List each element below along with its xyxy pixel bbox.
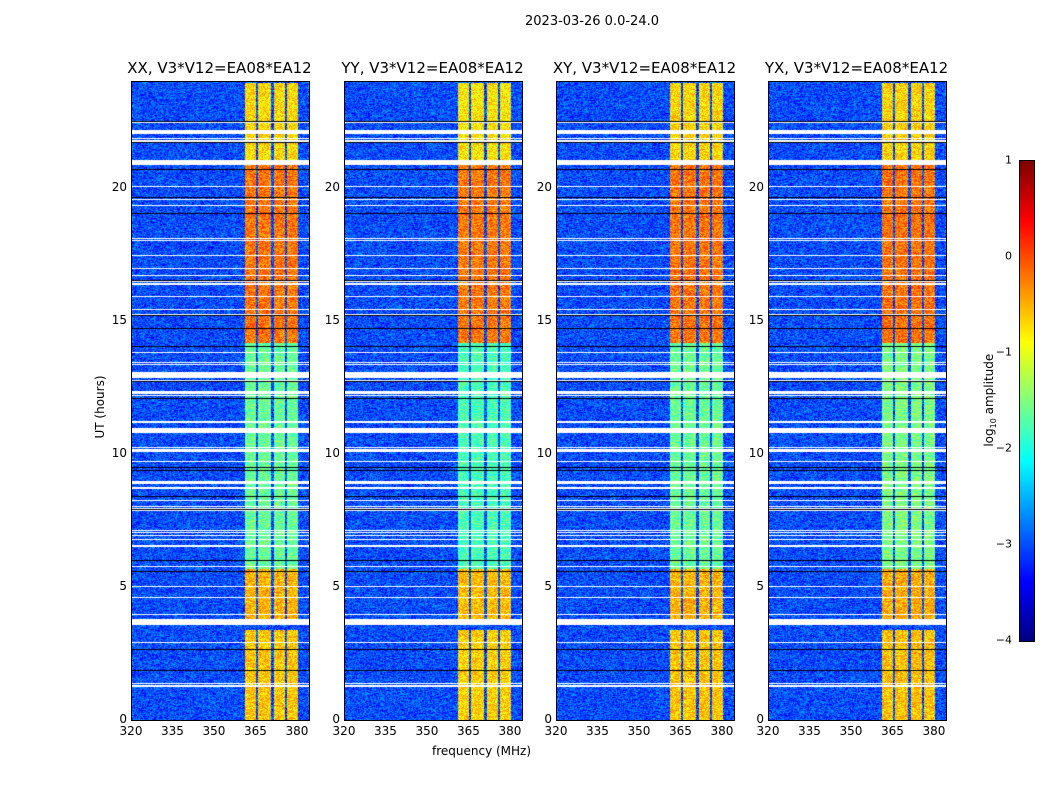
x-tick-label: 335 (161, 724, 184, 738)
x-tick-label: 380 (922, 724, 946, 738)
heatmap-panel-2 (556, 81, 735, 721)
x-tick-label: 320 (544, 724, 568, 738)
panel-title: YY, V3*V12=EA08*EA12 (341, 59, 524, 77)
x-tick-label: 365 (881, 724, 904, 738)
y-tick-label: 0 (544, 712, 552, 726)
x-tick-label: 365 (244, 724, 267, 738)
y-axis-label: UT (hours) (93, 375, 107, 439)
y-tick-label: 10 (748, 446, 764, 461)
y-tick-label: 5 (756, 579, 764, 594)
y-tick-label: 10 (324, 446, 340, 461)
heatmap-panel-0 (131, 81, 310, 721)
panel-title: YX, V3*V12=EA08*EA12 (764, 59, 949, 77)
colorbar-tick-label: −2 (995, 441, 1012, 455)
x-tick-label: 350 (839, 724, 863, 738)
y-tick-label: 0 (756, 712, 764, 726)
x-tick-label: 350 (627, 724, 651, 738)
y-tick-label: 10 (111, 446, 127, 461)
y-tick-label: 10 (536, 446, 552, 461)
x-tick-label: 335 (586, 724, 609, 738)
colorbar-label: log10 amplitude (981, 353, 999, 447)
y-tick-label: 15 (536, 313, 552, 328)
x-tick-label: 350 (415, 724, 439, 738)
y-tick-label: 15 (324, 313, 340, 328)
x-tick-label: 380 (710, 724, 734, 738)
heatmap-panel-3 (768, 81, 947, 721)
y-tick-label: 15 (748, 313, 764, 328)
x-tick-label: 320 (332, 724, 356, 738)
x-tick-label: 350 (202, 724, 226, 738)
y-tick-label: 15 (111, 313, 127, 328)
x-tick-label: 380 (498, 724, 522, 738)
panel-title: XY, V3*V12=EA08*EA12 (552, 59, 737, 77)
x-tick-label: 380 (285, 724, 309, 738)
y-tick-label: 5 (544, 579, 552, 594)
x-tick-label: 320 (756, 724, 780, 738)
heatmap-panel-1 (344, 81, 523, 721)
y-tick-label: 0 (332, 712, 340, 726)
y-tick-label: 5 (332, 579, 340, 594)
colorbar-tick-label: −3 (995, 537, 1012, 551)
x-tick-label: 365 (669, 724, 692, 738)
figure-title: 2023-03-26 0.0-24.0 (525, 14, 659, 29)
x-axis-label: frequency (MHz) (432, 744, 532, 758)
x-tick-label: 335 (374, 724, 397, 738)
colorbar (1019, 160, 1035, 642)
y-tick-label: 20 (748, 180, 764, 195)
colorbar-tick-label: 1 (1005, 153, 1012, 167)
colorbar-tick-label: −4 (995, 633, 1012, 647)
x-tick-label: 335 (798, 724, 821, 738)
y-tick-label: 0 (119, 712, 127, 726)
x-tick-label: 365 (457, 724, 480, 738)
y-tick-label: 5 (119, 579, 127, 594)
y-tick-label: 20 (536, 180, 552, 195)
colorbar-tick-label: −1 (995, 345, 1012, 359)
panel-title: XX, V3*V12=EA08*EA12 (127, 59, 312, 77)
y-tick-label: 20 (324, 180, 340, 195)
colorbar-tick-label: 0 (1005, 249, 1012, 263)
y-tick-label: 20 (111, 180, 127, 195)
x-tick-label: 320 (119, 724, 143, 738)
